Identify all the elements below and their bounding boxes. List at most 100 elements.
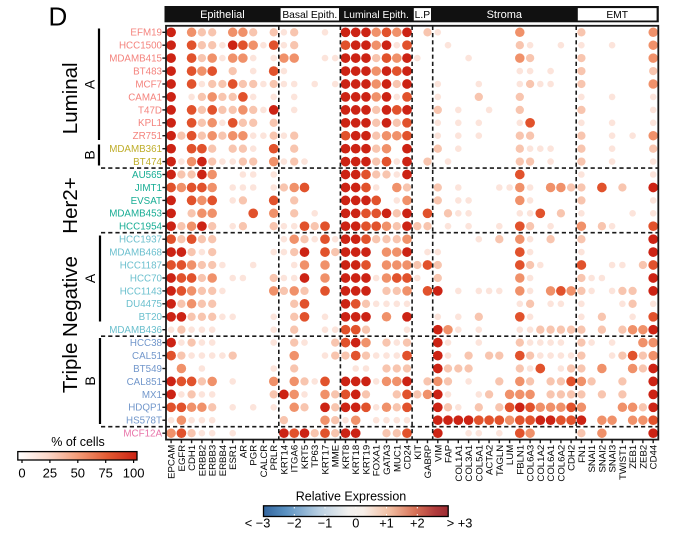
svg-text:D: D	[49, 2, 68, 32]
svg-text:DU4475: DU4475	[126, 299, 162, 310]
svg-text:MDAMB453: MDAMB453	[109, 209, 162, 220]
svg-text:HCC1500: HCC1500	[119, 41, 163, 52]
svg-text:FOXA1: FOXA1	[372, 445, 383, 476]
svg-text:% of cells: % of cells	[51, 435, 105, 449]
svg-text:A: A	[82, 273, 98, 283]
svg-text:KRT5: KRT5	[300, 445, 311, 469]
svg-text:HCC38: HCC38	[130, 338, 163, 349]
svg-text:ACTA2: ACTA2	[485, 445, 496, 475]
svg-text:BT549: BT549	[133, 364, 162, 375]
svg-text:HCC70: HCC70	[130, 273, 163, 284]
svg-text:25: 25	[43, 466, 57, 481]
svg-text:T47D: T47D	[138, 105, 162, 116]
svg-text:COL1A1: COL1A1	[454, 445, 465, 482]
svg-text:Her2+: Her2+	[59, 177, 82, 233]
svg-text:ERBB2: ERBB2	[197, 445, 208, 476]
svg-text:−2: −2	[287, 516, 302, 531]
svg-text:Luminal: Luminal	[59, 62, 82, 134]
svg-text:Relative Expression: Relative Expression	[296, 490, 407, 504]
svg-text:TAGLN: TAGLN	[495, 445, 506, 476]
svg-text:CALCR: CALCR	[259, 445, 270, 478]
svg-text:KRT14: KRT14	[279, 444, 290, 474]
svg-text:CDH1: CDH1	[187, 445, 198, 471]
svg-text:MDAMB436: MDAMB436	[109, 325, 162, 336]
svg-text:KIT: KIT	[413, 445, 424, 460]
svg-text:HS578T: HS578T	[126, 416, 162, 427]
svg-text:HCC1187: HCC1187	[120, 260, 162, 271]
svg-text:ZEB1: ZEB1	[628, 445, 639, 469]
svg-text:< −3: < −3	[245, 516, 271, 531]
svg-text:PGR: PGR	[249, 445, 260, 466]
svg-text:CD44: CD44	[649, 444, 660, 469]
svg-text:KPL1: KPL1	[138, 118, 162, 129]
svg-text:COL6A1: COL6A1	[546, 445, 557, 482]
svg-text:AU565: AU565	[132, 170, 163, 181]
svg-text:EGFR: EGFR	[177, 445, 188, 472]
svg-text:SNAI3: SNAI3	[608, 445, 619, 473]
svg-text:Basal Epith.: Basal Epith.	[282, 10, 337, 21]
svg-text:ITGA6: ITGA6	[290, 445, 301, 473]
svg-text:L.P: L.P	[415, 10, 431, 21]
svg-text:MX1: MX1	[142, 390, 162, 401]
svg-text:+1: +1	[379, 516, 394, 531]
svg-text:GABRP: GABRP	[423, 445, 434, 479]
svg-text:KRT19: KRT19	[362, 445, 373, 475]
svg-text:MUC1: MUC1	[392, 445, 403, 472]
svg-text:LUM: LUM	[505, 445, 516, 465]
svg-text:Epithelial: Epithelial	[200, 9, 245, 21]
svg-text:CD24: CD24	[403, 444, 414, 469]
svg-text:75: 75	[98, 466, 112, 481]
svg-text:MCF7: MCF7	[135, 79, 162, 90]
svg-text:JIMT1: JIMT1	[135, 183, 162, 194]
svg-text:Triple Negative: Triple Negative	[59, 256, 82, 393]
svg-text:Luminal Epith.: Luminal Epith.	[344, 10, 409, 21]
svg-text:CAMA1: CAMA1	[128, 92, 162, 103]
svg-text:TP63: TP63	[310, 445, 321, 468]
svg-text:MDAMB361: MDAMB361	[109, 144, 162, 155]
svg-text:50: 50	[71, 466, 85, 481]
svg-text:Stroma: Stroma	[487, 9, 523, 21]
svg-text:ERBB4: ERBB4	[218, 444, 229, 476]
svg-text:MDAMB415: MDAMB415	[109, 54, 162, 65]
svg-text:−1: −1	[318, 516, 333, 531]
svg-text:ESR1: ESR1	[228, 445, 239, 470]
svg-text:EPCAM: EPCAM	[167, 445, 178, 479]
svg-text:FN1: FN1	[577, 445, 588, 463]
svg-text:VIM: VIM	[433, 445, 444, 462]
svg-text:SNAI1: SNAI1	[587, 445, 598, 473]
svg-text:COL3A1: COL3A1	[464, 445, 475, 482]
svg-text:0: 0	[18, 466, 25, 481]
svg-text:SNAI2: SNAI2	[597, 445, 608, 473]
svg-text:AR: AR	[238, 445, 249, 458]
svg-text:PRLR: PRLR	[269, 445, 280, 471]
svg-text:ZR751: ZR751	[133, 131, 162, 142]
svg-text:B: B	[82, 376, 98, 385]
svg-text:> +3: > +3	[447, 516, 473, 531]
svg-text:FAP: FAP	[444, 445, 455, 463]
svg-text:CDH2: CDH2	[567, 445, 578, 471]
svg-text:MCF12A: MCF12A	[123, 429, 162, 440]
svg-text:HCC1143: HCC1143	[120, 286, 163, 297]
svg-text:HDQP1: HDQP1	[128, 403, 162, 414]
svg-text:COL1A2: COL1A2	[536, 445, 547, 482]
svg-text:BT20: BT20	[139, 312, 163, 323]
svg-text:TWIST1: TWIST1	[618, 445, 629, 480]
svg-text:EMT: EMT	[606, 10, 628, 21]
svg-text:KRT17: KRT17	[321, 445, 332, 475]
svg-text:ERBB3: ERBB3	[208, 445, 219, 476]
svg-text:COL6A2: COL6A2	[556, 445, 567, 482]
svg-text:COL5A1: COL5A1	[474, 445, 485, 482]
svg-text:BT474: BT474	[133, 157, 162, 168]
svg-text:EVSAT: EVSAT	[131, 196, 162, 207]
svg-text:+2: +2	[410, 516, 425, 531]
svg-text:B: B	[82, 150, 98, 159]
svg-text:KRT18: KRT18	[351, 445, 362, 475]
svg-text:HCC1954: HCC1954	[119, 222, 163, 233]
svg-text:A: A	[82, 79, 98, 89]
svg-text:KRT8: KRT8	[341, 445, 352, 469]
svg-text:0: 0	[352, 516, 359, 531]
svg-text:BT483: BT483	[133, 66, 162, 77]
svg-text:HCC1937: HCC1937	[119, 235, 162, 246]
svg-text:MDAMB468: MDAMB468	[109, 248, 162, 259]
svg-text:GATA3: GATA3	[382, 445, 393, 475]
